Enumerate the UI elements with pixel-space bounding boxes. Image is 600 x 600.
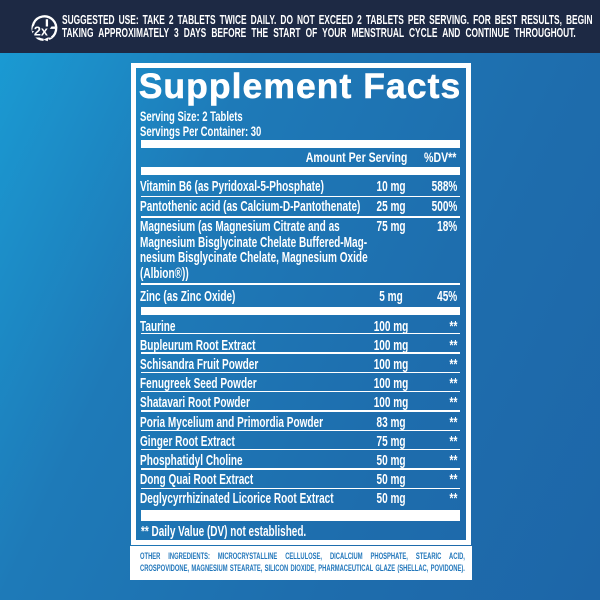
- svg-text:2x: 2x: [34, 24, 48, 38]
